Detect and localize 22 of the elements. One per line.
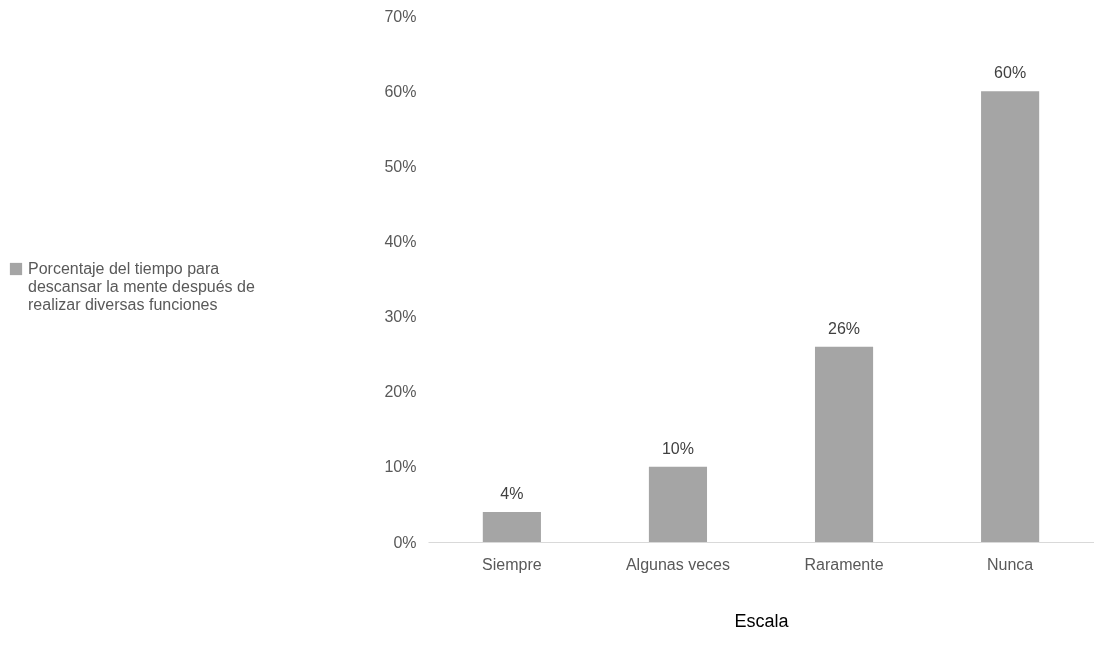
- bar: [814, 346, 874, 542]
- data-label: 26%: [828, 319, 861, 337]
- data-label: 60%: [994, 64, 1027, 82]
- x-tick-label: Nunca: [987, 555, 1034, 573]
- bar: [981, 91, 1040, 542]
- y-tick-label: 70%: [384, 7, 417, 25]
- bar: [482, 511, 541, 542]
- y-tick-label: 30%: [384, 308, 417, 326]
- y-tick-label: 40%: [384, 232, 417, 250]
- x-tick-label: Raramente: [804, 555, 884, 573]
- y-tick-label: 0%: [393, 533, 417, 551]
- y-tick-label: 50%: [384, 157, 417, 175]
- x-tick-label: Algunas veces: [625, 555, 730, 573]
- y-tick-label: 60%: [384, 82, 417, 100]
- y-tick-label: 10%: [384, 458, 417, 476]
- data-label: 10%: [661, 439, 694, 457]
- x-axis-title: Escala: [734, 610, 790, 631]
- legend-label: Porcentaje del tiempo para descansar la mente después de realizar diversas funciones: [28, 260, 255, 313]
- x-tick-label: Siempre: [482, 555, 542, 573]
- y-tick-label: 20%: [384, 383, 417, 401]
- data-label: 4%: [500, 484, 524, 502]
- bar: [648, 466, 708, 542]
